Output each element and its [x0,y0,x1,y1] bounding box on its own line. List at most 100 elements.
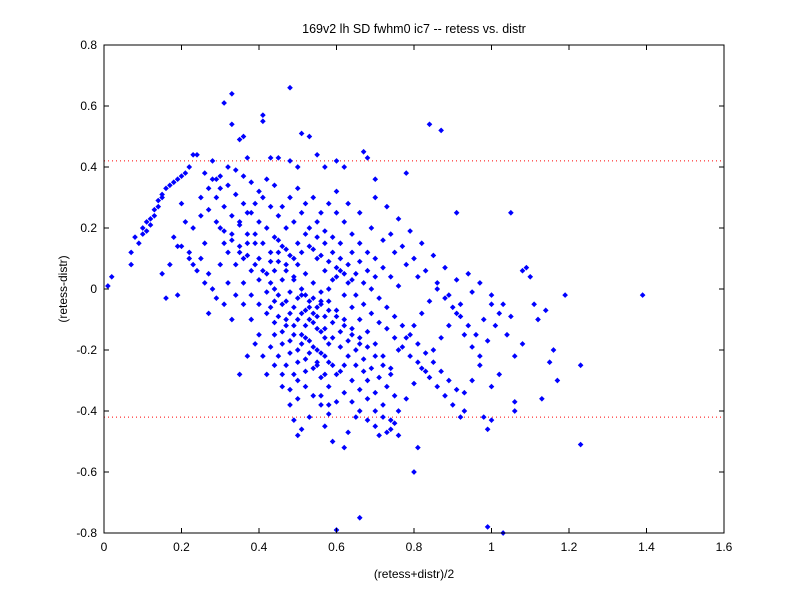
data-point [387,417,394,423]
data-point [364,249,371,256]
data-point [248,316,255,323]
data-point [376,374,382,381]
data-point [240,255,247,262]
data-point [562,292,568,298]
data-point [577,441,584,448]
data-point [329,277,336,283]
data-point [306,414,313,420]
data-point [322,371,328,378]
data-point [484,426,491,433]
data-point [225,182,231,189]
data-point [294,347,301,353]
y-tick-label: 0 [90,282,97,296]
data-point [322,313,328,320]
x-tick-label: 0.8 [406,540,423,554]
data-point [310,194,317,201]
data-point [294,295,301,301]
data-point [372,423,379,430]
data-point [418,240,425,247]
data-point [275,292,282,298]
data-point [453,209,460,216]
data-point [267,258,274,265]
data-point [190,261,196,268]
data-point [298,286,305,292]
data-point [271,362,278,369]
y-tick-label: 0.8 [80,38,97,52]
data-point [275,237,282,244]
data-point [178,200,185,207]
data-point [345,338,351,344]
data-point [298,426,305,433]
data-point [422,350,429,356]
data-point [329,319,336,326]
data-point [225,164,231,170]
data-point [341,389,348,396]
data-point [345,261,351,268]
data-point [322,423,328,430]
data-point [484,338,491,344]
data-point [291,304,297,311]
data-point [294,185,301,192]
data-point [333,264,340,271]
data-point [139,225,146,231]
data-point [356,240,363,247]
y-tick-label: -0.4 [76,404,97,418]
data-point [201,240,208,247]
x-tick-label: 1.2 [561,540,578,554]
data-point [415,341,421,347]
data-point [198,194,204,201]
data-point [263,270,270,277]
data-point [209,176,216,183]
data-point [418,365,425,372]
data-point [356,209,363,216]
data-point [318,289,324,295]
data-point [159,191,165,198]
data-point [391,420,398,427]
data-point [387,426,394,433]
data-point [430,252,437,259]
data-point [190,225,196,231]
data-point [333,188,340,195]
data-point [372,408,379,414]
data-point [275,212,282,219]
data-point [407,228,413,234]
data-point [310,319,317,326]
data-point [577,362,584,369]
data-point [438,127,444,134]
data-point [337,267,344,274]
reference-lines [104,160,724,418]
data-point [267,249,274,256]
x-tick-label: 1 [488,540,495,554]
data-point [422,267,429,274]
data-point [271,319,278,326]
data-point [337,368,344,375]
data-point [283,362,289,369]
data-point [287,158,293,164]
data-point [484,524,491,530]
axis-ticks: 0 0.2 0.4 0.6 0.8 1 1.2 1.4 1.6 -0.8 -0.6 -0.4 -0.2 0… [76,38,732,554]
data-point [182,170,189,176]
data-point [182,219,189,225]
data-point [260,240,266,247]
data-point [469,377,475,384]
data-point [236,371,243,378]
data-point [279,277,286,283]
data-point [453,386,460,393]
data-point [488,292,495,298]
data-point [267,280,274,286]
data-point [314,325,320,332]
data-point [287,386,293,393]
plot-frame [103,44,725,534]
data-point [291,277,297,283]
data-point [294,164,301,170]
data-point [260,118,266,125]
data-point [418,310,425,317]
data-point [248,292,255,298]
data-point [155,197,162,204]
data-points [105,84,646,536]
data-point [287,84,293,91]
data-point [395,408,402,414]
data-point [256,277,262,283]
data-point [213,295,220,301]
